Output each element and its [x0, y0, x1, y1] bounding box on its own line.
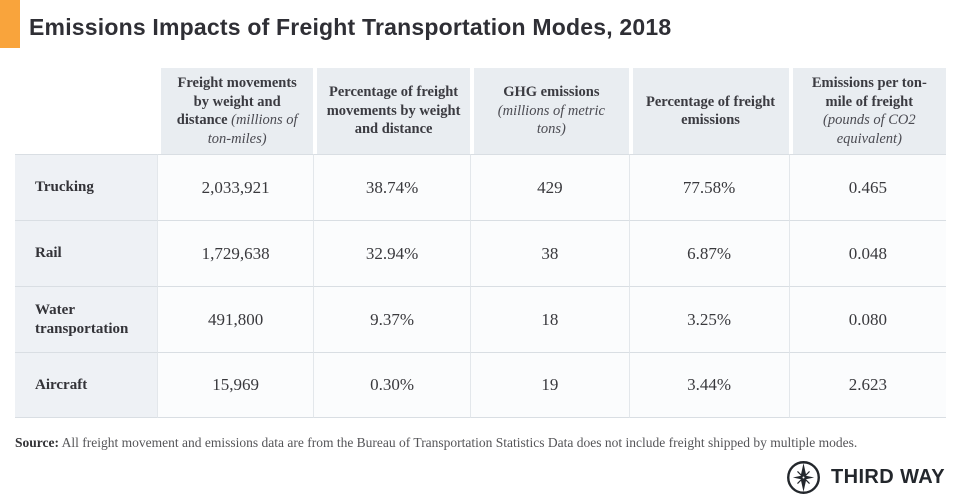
- table-row-trucking: Trucking 2,033,921 38.74% 429 77.58% 0.4…: [15, 154, 946, 221]
- column-header-pct-freight-movements: Percentage of freight movements by weigh…: [312, 68, 471, 155]
- cell: 18: [470, 286, 629, 353]
- row-label: Aircraft: [15, 352, 158, 419]
- column-header-label: Freight movements by weight and distance: [176, 75, 297, 129]
- column-header-freight-movements: Freight movements by weight and distance…: [157, 68, 313, 155]
- cell: 0.465: [788, 154, 946, 221]
- table-row-water-transportation: Water transportation 491,800 9.37% 18 3.…: [15, 286, 946, 353]
- header-row: Freight movements by weight and distance…: [15, 68, 946, 155]
- row-label: Water transportation: [15, 286, 158, 353]
- cell: 32.94%: [312, 220, 471, 287]
- column-header-sublabel: (millions of metric tons): [497, 102, 605, 138]
- column-header-label: Percentage of freight movements by weigh…: [326, 84, 461, 138]
- source-text: All freight movement and emissions data …: [61, 435, 858, 451]
- source-note: Source: All freight movement and emissio…: [15, 435, 946, 451]
- cell: 0.048: [788, 220, 946, 287]
- accent-bar: [0, 0, 20, 48]
- cell: 491,800: [157, 286, 313, 353]
- row-label: Trucking: [15, 154, 158, 221]
- column-header-ghg-emissions: GHG emissions (millions of metric tons): [470, 68, 629, 155]
- cell: 15,969: [157, 352, 313, 419]
- cell: 3.44%: [628, 352, 789, 419]
- cell: 38: [470, 220, 629, 287]
- column-header-sublabel: (pounds of CO2 equivalent): [822, 112, 916, 147]
- cell: 2.623: [788, 352, 946, 419]
- freight-emissions-table: Freight movements by weight and distance…: [15, 68, 946, 419]
- compass-star-icon: [785, 459, 822, 496]
- table-row-aircraft: Aircraft 15,969 0.30% 19 3.44% 2.623: [15, 352, 946, 419]
- column-header-emissions-per-ton-mile: Emissions per ton-mile of freight (pound…: [788, 68, 946, 155]
- logo-wordmark: THIRD WAY: [831, 466, 945, 488]
- row-label: Rail: [15, 220, 158, 287]
- column-header-label: Emissions per ton-mile of freight: [811, 75, 927, 110]
- cell: 38.74%: [312, 154, 471, 221]
- column-header-pct-freight-emissions: Percentage of freight emissions: [628, 68, 789, 155]
- cell: 19: [470, 352, 629, 419]
- cell: 1,729,638: [157, 220, 313, 287]
- cell: 2,033,921: [157, 154, 313, 221]
- cell: 9.37%: [312, 286, 471, 353]
- column-header-label: Percentage of freight emissions: [646, 93, 776, 129]
- page-title: Emissions Impacts of Freight Transportat…: [29, 13, 672, 40]
- cell: 0.30%: [312, 352, 471, 419]
- column-header-sublabel: (millions of ton-miles): [207, 112, 298, 147]
- corner-cell: [15, 68, 158, 155]
- cell: 0.080: [788, 286, 946, 353]
- cell: 3.25%: [628, 286, 789, 353]
- third-way-logo: THIRD WAY: [785, 459, 945, 496]
- cell: 77.58%: [628, 154, 789, 221]
- column-header-label: GHG emissions: [503, 84, 600, 101]
- cell: 429: [470, 154, 629, 221]
- title-row: Emissions Impacts of Freight Transportat…: [0, 0, 960, 48]
- cell: 6.87%: [628, 220, 789, 287]
- table-row-rail: Rail 1,729,638 32.94% 38 6.87% 0.048: [15, 220, 946, 287]
- source-label: Source:: [15, 435, 59, 451]
